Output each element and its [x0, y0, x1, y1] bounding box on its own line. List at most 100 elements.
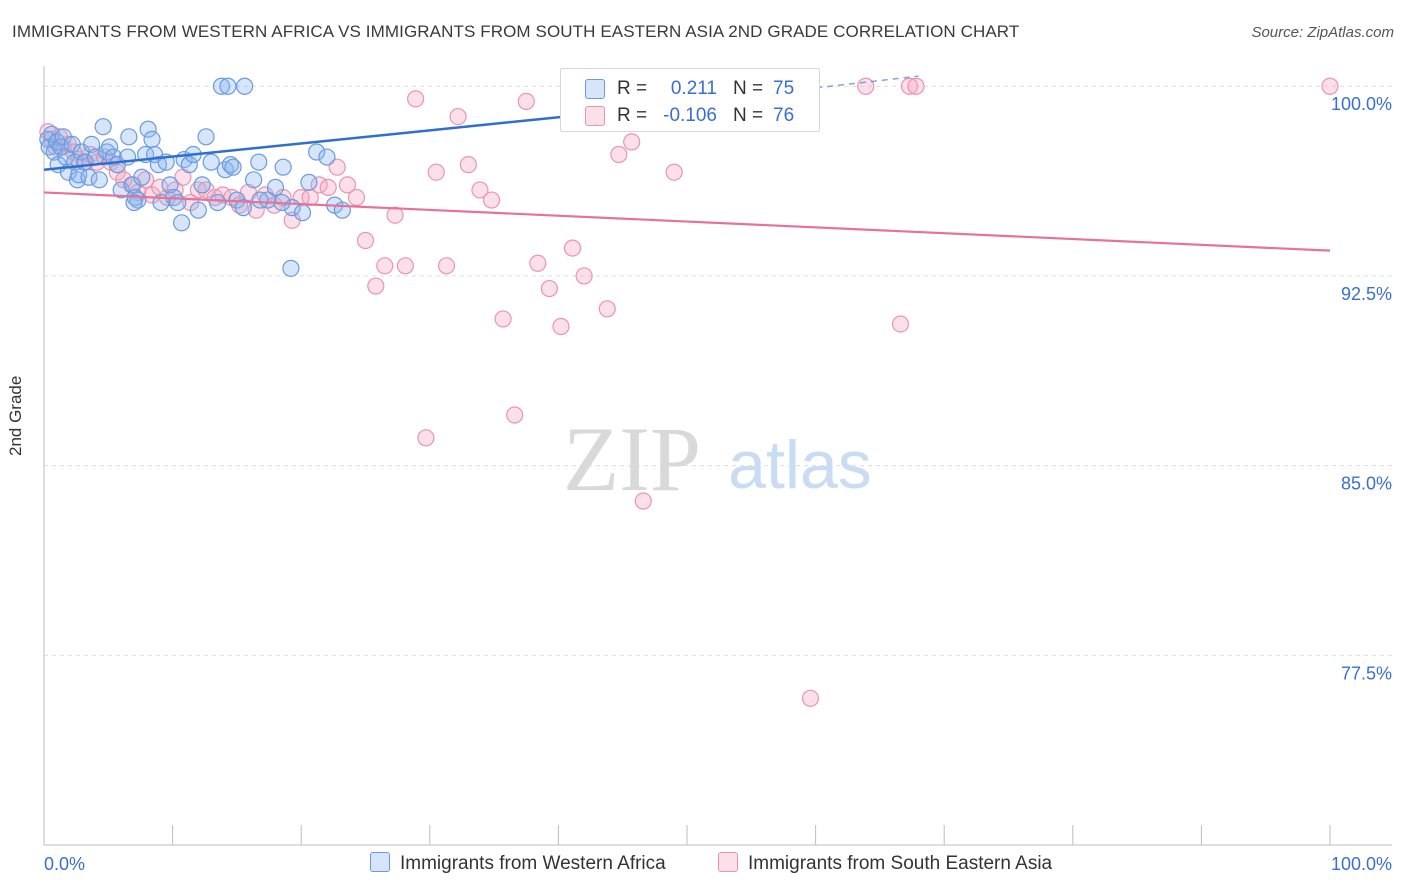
legend-item-south-eastern-asia[interactable]: Immigrants from South Eastern Asia: [718, 852, 1052, 878]
x-tick-label: 100.0%: [1331, 854, 1392, 874]
data-point: [120, 128, 138, 146]
data-point: [224, 158, 242, 176]
data-point: [338, 176, 357, 194]
y-tick-label: 77.5%: [1341, 663, 1392, 683]
data-point: [82, 135, 101, 154]
data-point: [180, 156, 198, 174]
watermark-atlas: atlas: [728, 427, 872, 503]
data-point: [333, 201, 351, 219]
data-point: [169, 193, 187, 212]
data-point: [133, 168, 151, 186]
data-point: [80, 168, 98, 186]
data-point: [517, 92, 535, 111]
legend-item-western-africa[interactable]: Immigrants from Western Africa: [370, 852, 666, 878]
data-point: [891, 315, 910, 333]
data-point: [161, 176, 179, 194]
y-tick-label: 85.0%: [1341, 474, 1392, 494]
r-value: 0.211: [670, 78, 717, 99]
data-point: [94, 118, 112, 136]
data-point: [598, 300, 616, 318]
data-point: [193, 176, 211, 194]
legend-swatch-western-africa: [585, 79, 605, 99]
data-point: [90, 171, 108, 189]
data-point: [328, 158, 346, 176]
data-point: [197, 128, 215, 146]
data-point: [293, 204, 312, 222]
data-point: [100, 138, 119, 156]
data-point: [575, 267, 593, 285]
r-value: -0.106: [663, 105, 717, 126]
n-label: N =: [733, 78, 764, 99]
data-point: [245, 171, 263, 189]
chart-title: IMMIGRANTS FROM WESTERN AFRICA VS IMMIGR…: [12, 22, 1020, 41]
data-point: [250, 153, 268, 171]
data-point: [427, 163, 445, 181]
legend-row-western-africa: R = 0.211 N = 75: [561, 74, 819, 102]
data-point: [347, 188, 366, 207]
data-point: [459, 156, 477, 174]
r-label: R =: [617, 78, 648, 99]
data-point: [202, 153, 220, 171]
data-point: [623, 133, 641, 151]
data-point: [471, 181, 489, 199]
data-point: [189, 201, 207, 219]
legend-swatch-south-eastern-asia: [585, 106, 605, 126]
x-tick-label: 0.0%: [44, 854, 85, 874]
data-point: [396, 257, 414, 275]
legend-swatch-western-africa: [370, 852, 390, 872]
legend-swatch-south-eastern-asia: [718, 852, 738, 872]
data-point: [610, 145, 628, 164]
data-point: [266, 178, 285, 197]
data-point: [665, 163, 683, 181]
data-point: [318, 148, 336, 166]
data-point: [274, 158, 292, 176]
data-point: [139, 120, 157, 138]
data-point: [563, 239, 582, 257]
n-label: N =: [733, 105, 764, 126]
data-point: [367, 277, 385, 295]
data-point: [173, 214, 191, 232]
axes: [43, 66, 1392, 846]
legend-label: Immigrants from Western Africa: [400, 853, 666, 874]
data-point: [900, 77, 919, 95]
data-point: [143, 130, 161, 148]
data-point: [529, 254, 547, 272]
data-point: [552, 317, 570, 336]
legend-row-south-eastern-asia: R = -0.106 N = 76: [561, 101, 819, 129]
source-credit: Source: ZipAtlas.com: [1251, 24, 1394, 41]
data-point: [482, 191, 501, 209]
r-label: R =: [617, 105, 648, 126]
tick-labels: 100.0% 92.5% 85.0% 77.5% 0.0% 100.0%: [44, 94, 1392, 874]
data-point: [209, 193, 227, 212]
n-value: 75: [773, 78, 795, 99]
data-point: [437, 257, 456, 275]
data-point: [417, 429, 435, 447]
data-point: [449, 107, 467, 126]
data-point: [634, 492, 652, 510]
watermark-zip: ZIP: [563, 408, 701, 510]
data-point: [386, 206, 404, 224]
data-point: [300, 173, 318, 191]
data-point: [907, 77, 925, 95]
data-point: [1321, 77, 1339, 95]
trend-line-western-africa: [43, 115, 565, 171]
data-point: [251, 191, 269, 209]
y-tick-label: 100.0%: [1331, 94, 1392, 114]
legend-label: Immigrants from South Eastern Asia: [748, 853, 1053, 874]
data-point: [219, 77, 237, 95]
data-point: [801, 689, 820, 707]
data-point: [308, 143, 326, 161]
data-point: [857, 77, 875, 95]
data-point: [356, 231, 375, 250]
data-point: [236, 77, 254, 95]
series-western-africa: [39, 77, 351, 277]
data-point: [282, 259, 300, 277]
data-point: [212, 77, 231, 95]
gridlines: [44, 85, 1392, 656]
data-point: [221, 156, 240, 174]
data-point: [506, 406, 524, 424]
trend-line-south-eastern-asia: [43, 191, 1331, 252]
y-tick-label: 92.5%: [1341, 284, 1392, 304]
data-point: [407, 90, 425, 108]
